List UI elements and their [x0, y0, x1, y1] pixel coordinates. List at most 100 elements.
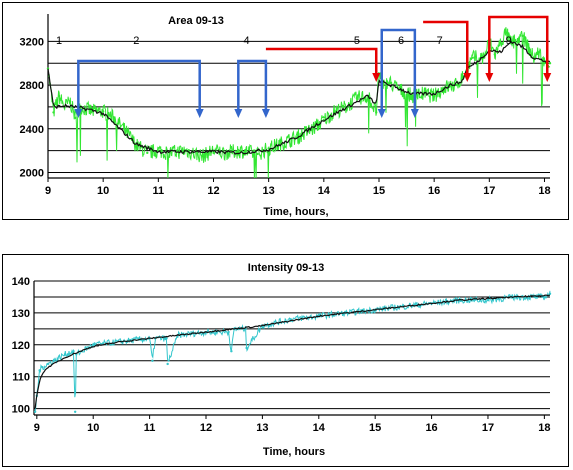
raw-data-point: [63, 353, 67, 356]
raw-data-point: [521, 34, 524, 38]
y-tick-label: 130: [12, 308, 30, 320]
raw-data-point: [375, 111, 378, 114]
bracket-line: [423, 20, 469, 74]
raw-data-point: [432, 94, 436, 98]
red-bracket-annotation: [265, 47, 381, 82]
blue-bracket-annotation: [234, 59, 270, 118]
x-tick-label: 9: [45, 185, 51, 197]
x-tick-label: 12: [200, 422, 212, 434]
segment-label: 9: [506, 35, 512, 47]
segment-label: 2: [133, 35, 139, 47]
intensity-chart-title: Intensity 09-13: [248, 262, 324, 274]
y-tick-label: 2800: [20, 80, 44, 92]
bracket-line: [237, 59, 268, 110]
raw-data-point: [165, 337, 168, 340]
segment-label: 1: [56, 35, 62, 47]
x-tick-label: 13: [263, 185, 275, 197]
segment-label: 7: [437, 35, 443, 47]
x-tick-label: 9: [34, 422, 40, 434]
raw-data-point: [548, 292, 552, 295]
raw-data-point: [493, 53, 497, 56]
raw-data-point: [73, 410, 77, 414]
x-tick-label: 11: [153, 185, 165, 197]
segment-label: 5: [354, 35, 360, 47]
raw-data-point: [230, 349, 233, 353]
y-tick-label: 3200: [20, 36, 44, 48]
raw-data-point: [92, 343, 95, 347]
raw-data-point: [471, 56, 474, 59]
x-tick-label: 17: [482, 422, 494, 434]
x-tick-label: 10: [97, 185, 109, 197]
raw-data-point: [33, 410, 37, 414]
raw-data-point: [101, 110, 105, 113]
bracket-line: [488, 15, 549, 74]
arrow-head: [485, 73, 494, 82]
raw-data-point: [38, 369, 41, 372]
y-tick-label: 140: [12, 276, 30, 288]
raw-data-point: [543, 62, 546, 65]
area-chart-xlabel: Time, hours,: [263, 206, 328, 218]
raw-data-point: [333, 110, 337, 113]
x-tick-label: 17: [483, 185, 495, 197]
raw-data-point: [68, 100, 72, 103]
bracket-line: [77, 59, 201, 110]
x-tick-label: 14: [313, 422, 326, 434]
intensity-chart: 100 110 120 130 140 9 10 11 12 13 14 15 16 17 18: [12, 276, 552, 434]
x-tick-label: 16: [428, 185, 440, 197]
raw-data-point: [486, 298, 490, 302]
raw-series-line: [34, 290, 551, 413]
red-bracket-annotation: [485, 15, 552, 82]
bracket-line: [380, 28, 417, 110]
raw-data-point: [548, 62, 552, 65]
raw-data-point: [74, 116, 77, 120]
raw-data-point: [460, 77, 463, 80]
y-tick-label: 2400: [20, 124, 44, 136]
arrow-head: [543, 73, 552, 82]
raw-data-point: [245, 346, 248, 350]
raw-data-point: [537, 51, 541, 54]
raw-data-point: [388, 81, 392, 85]
raw-data-point: [166, 362, 169, 366]
raw-data-point: [57, 94, 61, 98]
x-tick-label: 12: [207, 185, 219, 197]
x-tick-label: 13: [256, 422, 268, 434]
raw-data-point: [72, 349, 75, 353]
raw-data-point: [201, 154, 204, 158]
arrow-head: [372, 73, 381, 82]
blue-bracket-annotation: [74, 59, 204, 118]
red-bracket-annotation: [423, 20, 472, 82]
smoothed-series-line: [34, 294, 551, 409]
blue-bracket-annotation: [377, 28, 419, 118]
intensity-chart-xlabel: Time, hours: [263, 446, 325, 458]
segment-label: 6: [398, 35, 404, 47]
y-tick-label: 100: [12, 404, 30, 416]
x-tick-label: 10: [87, 422, 99, 434]
arrow-head: [377, 109, 386, 118]
arrow-head: [234, 109, 243, 118]
x-tick-label: 16: [425, 422, 437, 434]
area-chart-title: Area 09-13: [168, 15, 224, 27]
segment-label: 4: [244, 35, 250, 47]
x-tick-label: 11: [144, 422, 156, 434]
raw-data-point: [151, 359, 154, 362]
x-tick-label: 18: [538, 185, 550, 197]
raw-data-point: [46, 362, 50, 366]
raw-data-point: [112, 116, 116, 120]
raw-data-point: [256, 152, 259, 156]
raw-data-point: [41, 365, 44, 369]
raw-data-point: [52, 111, 55, 114]
bracket-line: [265, 47, 378, 74]
x-tick-label: 14: [318, 185, 331, 197]
x-tick-label: 15: [373, 185, 385, 197]
y-tick-label: 2000: [20, 168, 44, 180]
arrow-head: [410, 109, 419, 118]
arrow-head: [261, 109, 270, 118]
y-tick-label: 120: [12, 340, 30, 352]
raw-data-point: [227, 330, 230, 334]
arrow-head: [195, 109, 204, 118]
y-tick-label: 110: [12, 372, 30, 384]
raw-data-point: [52, 359, 55, 362]
raw-data-point: [146, 151, 149, 155]
